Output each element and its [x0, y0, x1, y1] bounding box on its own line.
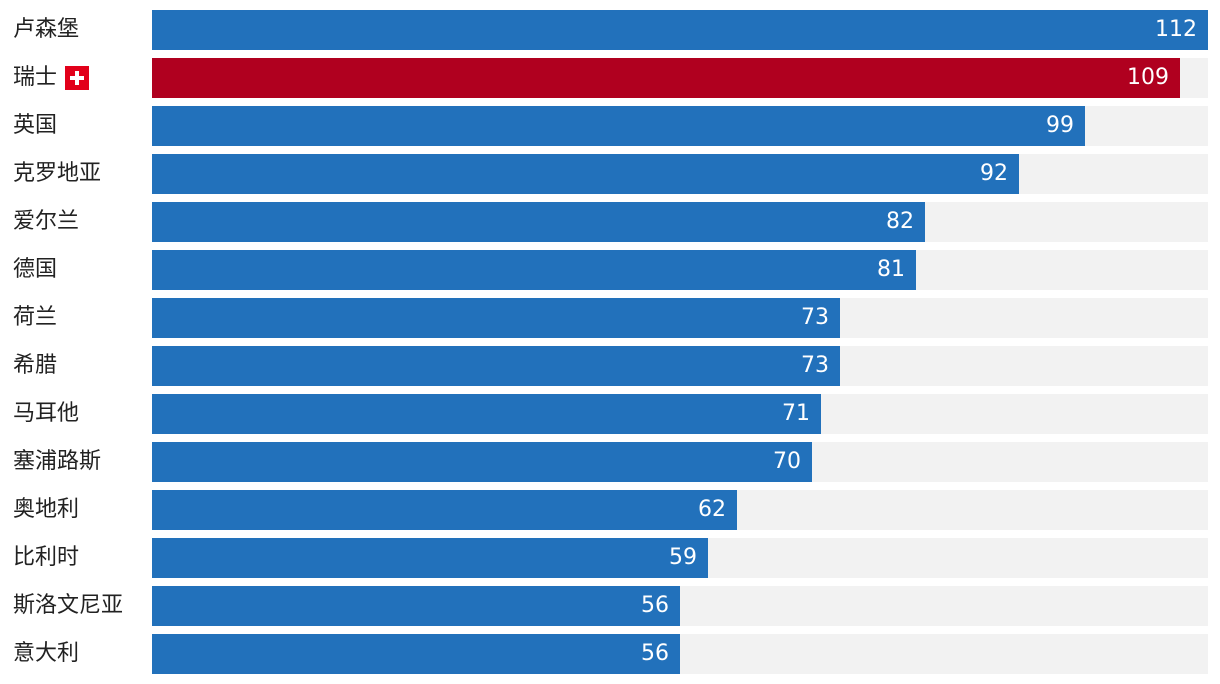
category-label-text: 马耳他 [13, 401, 80, 426]
category-label-text: 希腊 [13, 353, 58, 378]
category-label: 斯洛文尼亚 [13, 586, 123, 626]
category-label: 瑞士 [13, 58, 90, 98]
bar-value-label: 92 [980, 161, 1008, 186]
bar-track: 56 [152, 586, 1208, 626]
bar-track: 109 [152, 58, 1208, 98]
bar-track: 99 [152, 106, 1208, 146]
category-label: 英国 [13, 106, 57, 146]
category-label: 奥地利 [13, 490, 79, 530]
bar-track: 73 [152, 346, 1208, 386]
bar [152, 586, 680, 626]
category-label-text: 卢森堡 [13, 17, 80, 42]
bar [152, 106, 1085, 146]
bar-row: 卢森堡 112 [0, 10, 1220, 50]
category-label-text: 荷兰 [13, 305, 58, 330]
bar-track: 92 [152, 154, 1208, 194]
bar [152, 58, 1180, 98]
bar-row: 爱尔兰 82 [0, 202, 1220, 242]
category-label-text: 塞浦路斯 [13, 449, 102, 474]
bar-track: 71 [152, 394, 1208, 434]
category-label: 希腊 [13, 346, 57, 386]
bar [152, 298, 840, 338]
bar-row: 德国 81 [0, 250, 1220, 290]
bar-value-label: 56 [641, 641, 669, 666]
category-label-text: 斯洛文尼亚 [13, 593, 124, 618]
bar-value-label: 81 [877, 257, 905, 282]
category-label-text: 英国 [13, 113, 58, 138]
category-label: 德国 [13, 250, 57, 290]
bar [152, 154, 1019, 194]
bar-row: 希腊 73 [0, 346, 1220, 386]
bar-track: 73 [152, 298, 1208, 338]
category-label: 爱尔兰 [13, 202, 79, 242]
category-label-text: 奥地利 [13, 497, 80, 522]
bar-value-label: 82 [886, 209, 914, 234]
category-label: 卢森堡 [13, 10, 79, 50]
bar-value-label: 59 [669, 545, 697, 570]
bar-row: 比利时 59 [0, 538, 1220, 578]
category-label: 意大利 [13, 634, 79, 674]
category-label: 塞浦路斯 [13, 442, 101, 482]
bar-track: 59 [152, 538, 1208, 578]
bar-track: 82 [152, 202, 1208, 242]
bar [152, 202, 925, 242]
category-label-text: 克罗地亚 [13, 161, 102, 186]
bar-value-label: 99 [1046, 113, 1074, 138]
bar [152, 250, 916, 290]
bar-row: 瑞士 109 [0, 58, 1220, 98]
category-label: 马耳他 [13, 394, 79, 434]
bar [152, 394, 821, 434]
category-label: 比利时 [13, 538, 79, 578]
bar-track: 81 [152, 250, 1208, 290]
category-label-text: 瑞士 [13, 65, 58, 90]
bar-row: 意大利 56 [0, 634, 1220, 674]
bar-value-label: 71 [782, 401, 810, 426]
category-label-text: 德国 [13, 257, 58, 282]
bar-value-label: 112 [1155, 17, 1197, 42]
bar-row: 马耳他 71 [0, 394, 1220, 434]
bar [152, 538, 708, 578]
category-label: 克罗地亚 [13, 154, 101, 194]
category-label-text: 比利时 [13, 545, 80, 570]
bar-track: 56 [152, 634, 1208, 674]
swiss-flag-icon [65, 66, 90, 90]
bar-value-label: 109 [1127, 65, 1169, 90]
bar [152, 490, 737, 530]
bar-row: 英国 99 [0, 106, 1220, 146]
bar-track: 62 [152, 490, 1208, 530]
category-label-text: 意大利 [13, 641, 80, 666]
bar [152, 346, 840, 386]
bar-row: 塞浦路斯 70 [0, 442, 1220, 482]
bar-value-label: 62 [698, 497, 726, 522]
bar-row: 斯洛文尼亚 56 [0, 586, 1220, 626]
bar-value-label: 70 [773, 449, 801, 474]
bar [152, 442, 812, 482]
bar-track: 70 [152, 442, 1208, 482]
bar-row: 奥地利 62 [0, 490, 1220, 530]
bar-row: 克罗地亚 92 [0, 154, 1220, 194]
bar [152, 10, 1208, 50]
category-label-text: 爱尔兰 [13, 209, 80, 234]
bar-value-label: 56 [641, 593, 669, 618]
bar-value-label: 73 [801, 353, 829, 378]
bar [152, 634, 680, 674]
bar-value-label: 73 [801, 305, 829, 330]
category-label: 荷兰 [13, 298, 57, 338]
bar-row: 荷兰 73 [0, 298, 1220, 338]
bar-track: 112 [152, 10, 1208, 50]
